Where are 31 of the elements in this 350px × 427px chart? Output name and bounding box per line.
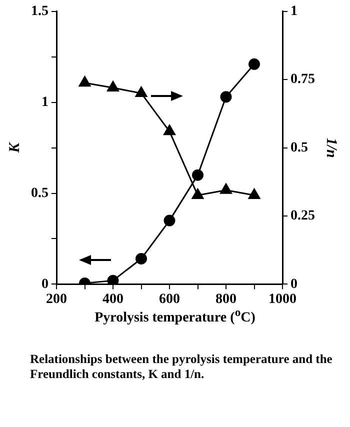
x-tick-label: 1000	[268, 292, 296, 308]
x-tick-label: 600	[159, 292, 180, 308]
point	[135, 86, 148, 97]
point	[164, 124, 176, 136]
y-tick-label: 1.5	[31, 4, 48, 20]
point	[136, 252, 147, 264]
y2-tick-label: 0.75	[290, 72, 315, 88]
x-axis-title: Pyrolysis temperature ($^{o}$C)	[94, 306, 256, 327]
point	[220, 183, 232, 194]
y2-tick-label: 0	[290, 276, 298, 292]
y2-tick-label: 0.25	[290, 208, 315, 224]
y-tick-label: 0	[42, 276, 48, 292]
y2-axis-title: 1/n	[323, 138, 340, 158]
x-tick-label: 200	[46, 292, 67, 308]
point	[248, 58, 260, 70]
y-tick-label: 0.5	[31, 186, 48, 201]
point	[78, 76, 91, 87]
point	[107, 274, 119, 284]
point	[192, 188, 204, 200]
point	[107, 81, 119, 92]
y-tick-label: 1	[42, 94, 48, 110]
y-axis-title: K	[6, 142, 23, 154]
text: Relationships between the pyrolysis temperature and the Freundlich constants, K and 1/n.	[30, 352, 334, 382]
x-tick-label: 400	[102, 292, 124, 308]
point	[220, 91, 232, 103]
x-tick-label: 800	[216, 292, 236, 308]
point	[164, 214, 176, 226]
point	[192, 169, 204, 181]
point	[248, 188, 260, 200]
y2-tick-label: 1	[290, 4, 298, 20]
y2-tick-label: 0.5	[290, 140, 308, 156]
